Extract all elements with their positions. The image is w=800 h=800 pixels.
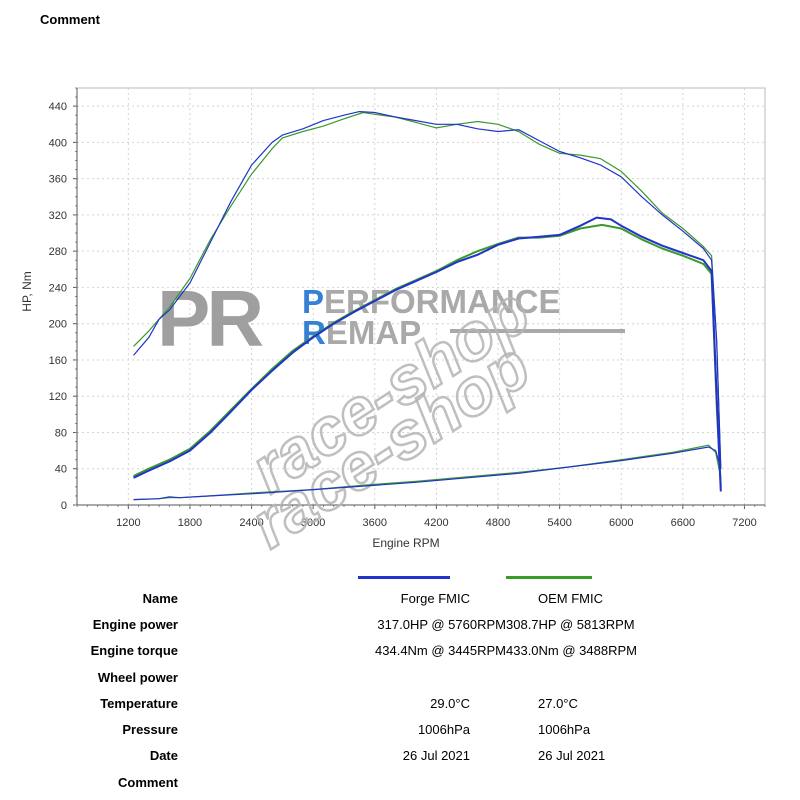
results-row: Engine power 317.0HP @ 5760RPM 308.7HP @ 5… xyxy=(60,611,688,637)
oem-value: 433.0Nm @ 3488RPM xyxy=(506,643,637,659)
row-label: Pressure xyxy=(122,722,178,738)
forge-value: 29.0°C xyxy=(430,695,470,711)
y-axis-title: HP, Nm xyxy=(20,271,34,311)
y-tick-label: 440 xyxy=(49,101,67,113)
forge-value: 26 Jul 2021 xyxy=(402,748,470,764)
y-tick-label: 280 xyxy=(49,246,67,258)
oem-value xyxy=(506,664,688,690)
y-tick-label: 360 xyxy=(49,174,67,186)
forge-value: 434.4Nm @ 3445RPM xyxy=(375,643,506,659)
row-label: Name xyxy=(142,590,178,606)
y-tick-label: 400 xyxy=(49,137,67,149)
logo-underline xyxy=(450,329,625,333)
results-row: Date 26 Jul 2021 26 Jul 2021 xyxy=(60,743,688,769)
results-row: Pressure 1006hPa 1006hPa xyxy=(60,716,688,742)
series-line-power-forge-fmic xyxy=(133,216,722,492)
logo-pr-mark: PR xyxy=(157,274,263,363)
y-tick-label: 160 xyxy=(49,355,67,367)
oem-value: 26 Jul 2021 xyxy=(538,748,606,764)
oem-value: 308.7HP @ 5813RPM xyxy=(506,616,635,632)
x-tick-label: 4800 xyxy=(486,517,510,529)
legend-line-forge xyxy=(358,576,450,579)
logo-line2-initial: R xyxy=(302,314,326,351)
logo-line1: PERFORMANCE xyxy=(302,283,561,320)
results-row: Wheel power xyxy=(60,664,688,690)
row-label: Comment xyxy=(118,774,178,790)
results-row: Comment xyxy=(60,769,688,795)
forge-value: 1006hPa xyxy=(417,722,470,738)
x-tick-label: 4200 xyxy=(424,517,448,529)
results-table: Name Forge FMIC OEM FMIC Engine power 317.0H… xyxy=(60,585,688,795)
x-tick-label: 3600 xyxy=(363,517,387,529)
chart-series xyxy=(133,111,722,501)
x-tick-label: 3000 xyxy=(301,517,325,529)
legend-line-oem xyxy=(506,576,592,579)
oem-value xyxy=(506,769,688,795)
row-label: Date xyxy=(149,748,178,764)
row-label: Engine power xyxy=(92,616,178,632)
x-tick-label: 5400 xyxy=(547,517,571,529)
x-axis-title: Engine RPM xyxy=(372,536,439,550)
y-tick-label: 240 xyxy=(49,282,67,294)
dyno-chart: 0 40 80 120 160 200 240 280 320 360 400 440 1200 1800… xyxy=(20,87,766,560)
forge-value: Forge FMIC xyxy=(400,590,470,606)
row-label: Wheel power xyxy=(97,669,178,685)
x-tick-label: 7200 xyxy=(732,517,756,529)
oem-value: OEM FMIC xyxy=(538,590,603,606)
y-tick-label: 120 xyxy=(49,391,67,403)
results-row: Engine torque 434.4Nm @ 3445RPM 433.0Nm @ … xyxy=(60,638,688,664)
x-tick-label: 1800 xyxy=(178,517,202,529)
x-tick-label: 6000 xyxy=(609,517,633,529)
x-tick-label: 1200 xyxy=(116,517,140,529)
top-comment-label: Comment xyxy=(40,12,100,27)
series-line-power-oem-fmic xyxy=(133,223,722,487)
logo-line1-initial: P xyxy=(302,283,324,320)
series-line-wheel-forge-fmic xyxy=(133,446,722,501)
oem-value: 1006hPa xyxy=(538,722,591,738)
oem-value: 27.0°C xyxy=(538,695,578,711)
x-tick-label: 2400 xyxy=(239,517,263,529)
y-tick-label: 80 xyxy=(55,427,67,439)
y-tick-label: 200 xyxy=(49,319,67,331)
forge-value xyxy=(178,769,506,795)
performance-remap-logo: PR PERFORMANCE REMAP xyxy=(157,274,625,363)
y-tick-label: 0 xyxy=(61,500,67,512)
y-tick-label: 320 xyxy=(49,210,67,222)
chart-axes: 0 40 80 120 160 200 240 280 320 360 400 440 1200 1800… xyxy=(20,87,766,550)
row-label: Engine torque xyxy=(90,643,178,659)
series-line-torque-forge-fmic xyxy=(133,111,722,469)
forge-value: 317.0HP @ 5760RPM xyxy=(377,616,506,632)
row-label: Temperature xyxy=(100,695,178,711)
forge-value xyxy=(178,664,506,690)
y-tick-label: 40 xyxy=(55,464,67,476)
x-tick-label: 6600 xyxy=(671,517,695,529)
chart-grid xyxy=(76,87,766,506)
results-row: Name Forge FMIC OEM FMIC xyxy=(60,585,688,611)
results-row: Temperature 29.0°C 27.0°C xyxy=(60,690,688,716)
plot-area xyxy=(76,87,766,506)
logo-line1-rest: ERFORMANCE xyxy=(324,283,561,320)
